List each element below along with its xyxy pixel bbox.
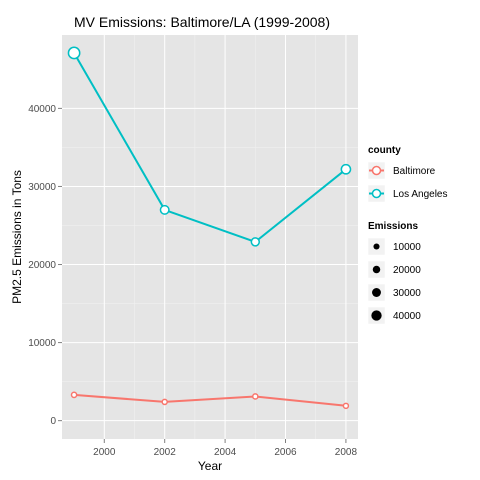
y-tick-label: 10000 [28,338,56,349]
y-tick-label: 40000 [28,104,56,115]
data-point-los-angeles [67,46,81,60]
x-tick-label: 2002 [154,447,177,458]
legend-label-los-angeles: Los Angeles [393,189,448,200]
data-point-los-angeles [340,163,352,175]
legend-point-los-angeles [371,188,382,199]
x-tick-label: 2000 [93,447,116,458]
y-axis-title: PM2.5 Emissions in Tons [10,170,24,304]
y-tick-label: 30000 [28,182,56,193]
legend-size-dot [373,243,380,250]
legend-size-dot [371,310,382,321]
grid-layer [62,35,358,439]
plot-panel [62,35,358,439]
data-point-baltimore [161,398,168,406]
x-tick-label: 2004 [214,447,237,458]
legend-size-label: 40000 [393,311,421,322]
legend-emissions-title: Emissions [368,221,418,232]
data-point-baltimore [251,393,259,400]
x-tick-label: 2006 [274,447,297,458]
y-axis-ticks: 0 10000 20000 30000 40000 [28,104,62,427]
data-point-los-angeles [250,237,261,247]
legend-size-label: 30000 [393,288,421,299]
legend-label-baltimore: Baltimore [393,166,436,177]
y-tick-label: 20000 [28,260,56,271]
legend-emissions: Emissions 10000 20000 30000 40000 [367,221,421,325]
x-tick-label: 2008 [335,447,358,458]
legend-size-dot [372,265,381,274]
series-layer [67,46,352,410]
data-point-baltimore [342,402,350,410]
legend-point-baltimore [371,165,382,176]
legend-county-title: county [368,145,401,156]
series-baltimore [70,391,350,410]
chart-title: MV Emissions: Baltimore/LA (1999-2008) [74,14,330,30]
y-tick-label: 0 [50,416,56,427]
series-line-baltimore [74,393,347,407]
data-point-baltimore [70,391,78,399]
data-point-los-angeles [159,204,170,215]
legend-size-label: 10000 [393,242,421,253]
series-los-angeles [67,46,352,247]
x-axis-ticks: 2000 2002 2004 2006 2008 [93,439,357,458]
x-axis-title: Year [198,459,222,473]
legend-county: county Baltimore Los Angeles [367,145,448,203]
legend-size-label: 20000 [393,265,421,276]
legend-size-dot [372,288,381,297]
series-line-los-angeles [73,52,347,244]
